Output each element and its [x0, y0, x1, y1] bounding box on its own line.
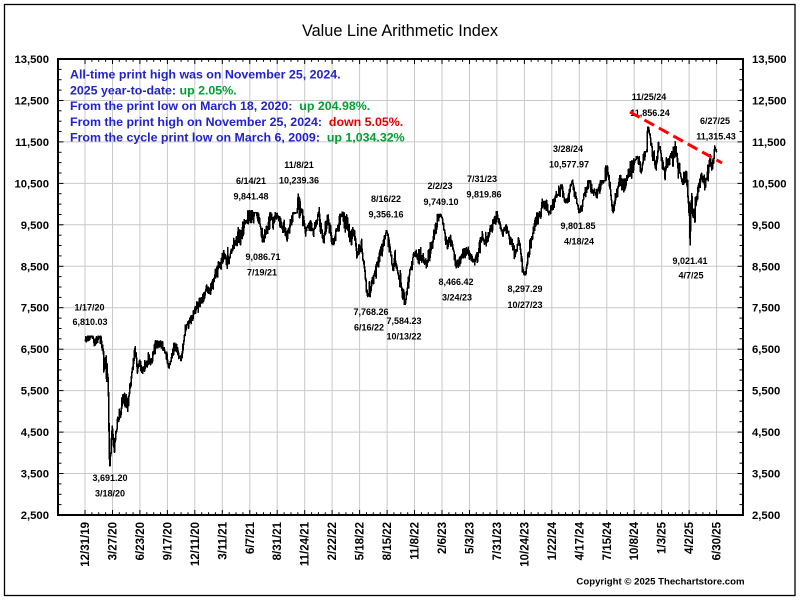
svg-text:From the print high on Novembe: From the print high on November 25, 2024… [70, 115, 403, 129]
svg-text:5/18/22: 5/18/22 [355, 522, 367, 560]
svg-text:9,500: 9,500 [752, 220, 780, 232]
svg-text:12/11/20: 12/11/20 [190, 522, 202, 566]
svg-text:Copyright © 2025 Thechartstore: Copyright © 2025 Thechartstore.com [576, 577, 744, 588]
svg-text:9,841.48: 9,841.48 [233, 192, 268, 202]
svg-text:13,500: 13,500 [14, 54, 49, 66]
svg-text:4,500: 4,500 [21, 427, 49, 439]
svg-text:10,500: 10,500 [14, 178, 49, 190]
svg-text:6,810.03: 6,810.03 [72, 317, 107, 327]
svg-text:3,691.20: 3,691.20 [92, 473, 127, 483]
svg-text:2/6/23: 2/6/23 [437, 522, 449, 554]
svg-text:3/27/20: 3/27/20 [108, 522, 120, 560]
svg-text:8/16/22: 8/16/22 [371, 194, 401, 204]
svg-text:2/2/23: 2/2/23 [427, 181, 452, 191]
svg-text:12,500: 12,500 [752, 96, 787, 108]
svg-text:3/18/20: 3/18/20 [95, 489, 125, 499]
svg-text:11,500: 11,500 [752, 137, 786, 149]
svg-text:12,500: 12,500 [14, 96, 49, 108]
svg-text:6/30/25: 6/30/25 [712, 521, 724, 560]
svg-text:9,749.10: 9,749.10 [423, 197, 458, 207]
svg-text:9,819.86: 9,819.86 [466, 190, 501, 200]
svg-text:2/22/22: 2/22/22 [327, 522, 339, 560]
svg-text:5,500: 5,500 [752, 386, 780, 398]
svg-text:7,500: 7,500 [752, 303, 780, 315]
svg-text:7,768.26: 7,768.26 [353, 307, 388, 317]
svg-text:6/23/20: 6/23/20 [135, 522, 147, 560]
svg-text:11/24/21: 11/24/21 [300, 521, 312, 566]
svg-text:9,356.16: 9,356.16 [368, 210, 403, 220]
svg-text:3,500: 3,500 [21, 469, 49, 481]
svg-text:All-time print high was on Nov: All-time print high was on November 25, … [70, 68, 341, 82]
svg-text:2025 year-to-date: up 2.05%.: 2025 year-to-date: up 2.05%. [70, 83, 237, 97]
svg-text:7/19/21: 7/19/21 [247, 268, 277, 278]
svg-text:3/24/23: 3/24/23 [442, 293, 472, 303]
svg-text:13,500: 13,500 [752, 54, 787, 66]
svg-text:2,500: 2,500 [752, 510, 780, 522]
svg-text:6,500: 6,500 [21, 344, 49, 356]
svg-text:1/17/20: 1/17/20 [74, 303, 104, 313]
svg-text:11,856.24: 11,856.24 [630, 108, 670, 118]
svg-text:3/11/21: 3/11/21 [217, 521, 229, 559]
svg-text:10,239.36: 10,239.36 [279, 176, 319, 186]
svg-text:9,801.85: 9,801.85 [560, 221, 595, 231]
svg-text:11/8/22: 11/8/22 [410, 522, 422, 560]
svg-text:8/31/21: 8/31/21 [272, 521, 284, 560]
svg-text:2,500: 2,500 [21, 510, 49, 522]
svg-text:7,500: 7,500 [21, 303, 49, 315]
svg-text:4/18/24: 4/18/24 [564, 237, 594, 247]
svg-text:4/7/25: 4/7/25 [678, 271, 703, 281]
svg-text:9,021.41: 9,021.41 [672, 256, 707, 266]
svg-text:8,500: 8,500 [752, 261, 780, 273]
svg-text:11/8/21: 11/8/21 [284, 160, 314, 170]
svg-text:3,500: 3,500 [752, 469, 780, 481]
svg-text:4/2/25: 4/2/25 [684, 521, 696, 554]
svg-text:6/16/22: 6/16/22 [354, 323, 384, 333]
svg-text:10/13/22: 10/13/22 [386, 332, 421, 342]
svg-text:4/17/24: 4/17/24 [574, 521, 586, 560]
svg-text:10/24/23: 10/24/23 [519, 522, 531, 567]
svg-text:7,584.23: 7,584.23 [386, 316, 421, 326]
svg-text:4,500: 4,500 [752, 427, 780, 439]
svg-text:12/31/19: 12/31/19 [80, 522, 92, 567]
svg-text:10,500: 10,500 [752, 178, 787, 190]
svg-text:8,297.29: 8,297.29 [507, 284, 542, 294]
svg-text:8,500: 8,500 [21, 261, 49, 273]
svg-text:6/27/25: 6/27/25 [700, 116, 730, 126]
svg-text:10,577.97: 10,577.97 [549, 160, 589, 170]
svg-text:11/25/24: 11/25/24 [632, 92, 667, 102]
svg-text:Value Line Arithmetic Index: Value Line Arithmetic Index [302, 22, 498, 40]
svg-text:7/31/23: 7/31/23 [492, 522, 504, 560]
svg-text:3/28/24: 3/28/24 [553, 144, 583, 154]
svg-text:11,315.43: 11,315.43 [696, 132, 736, 142]
svg-text:7/31/23: 7/31/23 [467, 174, 497, 184]
svg-text:6,500: 6,500 [752, 344, 780, 356]
svg-text:1/22/24: 1/22/24 [547, 521, 559, 560]
svg-text:8,466.42: 8,466.42 [438, 277, 473, 287]
svg-text:5,500: 5,500 [21, 386, 49, 398]
svg-text:5/3/23: 5/3/23 [465, 522, 477, 554]
svg-text:9/17/20: 9/17/20 [162, 522, 174, 560]
svg-text:11,500: 11,500 [15, 137, 49, 149]
svg-text:6/14/21: 6/14/21 [236, 176, 266, 186]
svg-text:From the cycle print low on Ma: From the cycle print low on March 6, 200… [70, 131, 405, 145]
svg-text:9,500: 9,500 [21, 220, 49, 232]
svg-text:9,086.71: 9,086.71 [245, 252, 280, 262]
svg-text:8/15/22: 8/15/22 [382, 522, 394, 560]
svg-text:10/8/24: 10/8/24 [629, 521, 641, 560]
svg-text:10/27/23: 10/27/23 [507, 300, 542, 310]
svg-text:7/15/24: 7/15/24 [602, 521, 614, 560]
svg-text:1/3/25: 1/3/25 [657, 521, 669, 554]
svg-text:From the print low on March 18: From the print low on March 18, 2020: up… [70, 99, 370, 113]
svg-text:6/7/21: 6/7/21 [245, 521, 257, 554]
